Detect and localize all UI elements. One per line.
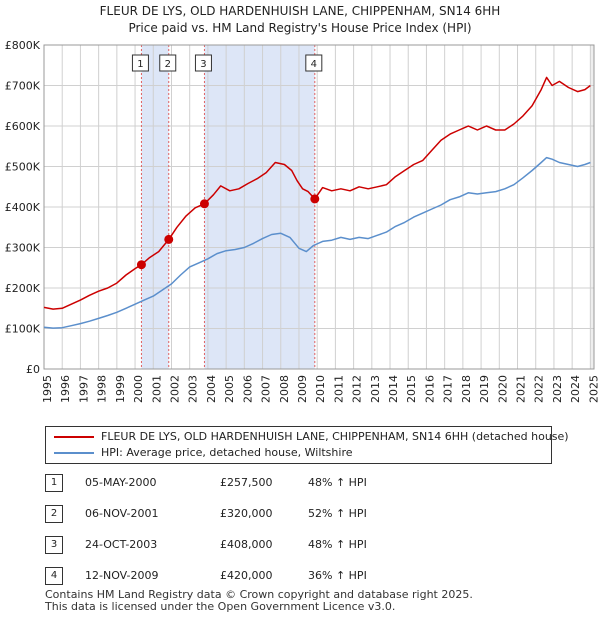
x-tick-label: 1999: [114, 375, 127, 403]
sale-row: 2 06-NOV-2001 £320,000 52% ↑ HPI: [45, 505, 425, 523]
sale-point: [164, 234, 174, 244]
x-tick-label: 2018: [460, 375, 473, 403]
y-tick-label: £300K: [5, 242, 41, 255]
x-tick-label: 2006: [241, 375, 254, 403]
x-tick-label: 2005: [223, 375, 236, 403]
x-tick-label: 2011: [332, 375, 345, 403]
x-tick-label: 2000: [132, 375, 145, 403]
x-tick-label: 1998: [96, 375, 109, 403]
y-tick-label: £500K: [5, 161, 41, 174]
sale-label-box: [159, 54, 177, 72]
sale-hpi-change: 36% ↑ HPI: [308, 569, 367, 582]
x-tick-label: 1995: [41, 375, 54, 403]
sale-label-number: 3: [200, 59, 206, 70]
chart-axis-layer: 1995 1996 1997 1998 1999 2000 2001 2002 2003 2004…: [5, 39, 600, 403]
sale-label-number: 4: [311, 59, 317, 70]
sale-row: 1 05-MAY-2000 £257,500 48% ↑ HPI: [45, 474, 425, 492]
sale-label-box: [131, 54, 149, 72]
x-tick-label: 2007: [260, 375, 273, 403]
footer-line1: Contains HM Land Registry data © Crown c…: [45, 588, 473, 601]
x-tick-label: 2012: [351, 375, 364, 403]
sale-date: 24-OCT-2003: [85, 538, 158, 551]
y-tick-label: £200K: [5, 282, 41, 295]
sale-row: 3 24-OCT-2003 £408,000 48% ↑ HPI: [45, 536, 425, 554]
x-tick-label: 2014: [387, 375, 400, 403]
sale-date: 12-NOV-2009: [85, 569, 159, 582]
sale-number-badge: 2: [45, 505, 63, 523]
x-tick-label: 2008: [278, 375, 291, 403]
y-tick-label: £0: [26, 363, 40, 376]
legend-label-hpi: HPI: Average price, detached house, Wilt…: [101, 446, 353, 459]
y-tick-label: £400K: [5, 201, 41, 214]
chart-title: FLEUR DE LYS, OLD HARDENHUISH LANE, CHIP…: [0, 3, 600, 37]
x-tick-label: 1997: [77, 375, 90, 403]
sale-number-badge: 4: [45, 567, 63, 585]
legend-label-property: FLEUR DE LYS, OLD HARDENHUISH LANE, CHIP…: [101, 430, 569, 443]
chart-title-line1: FLEUR DE LYS, OLD HARDENHUISH LANE, CHIP…: [99, 4, 501, 18]
x-tick-label: 2023: [551, 375, 564, 403]
legend-swatch-property: [54, 436, 94, 438]
y-tick-label: £700K: [5, 80, 41, 93]
x-tick-label: 2001: [150, 375, 163, 403]
legend: FLEUR DE LYS, OLD HARDENHUISH LANE, CHIP…: [45, 426, 569, 464]
chart-title-line2: Price paid vs. HM Land Registry's House …: [128, 21, 472, 35]
x-tick-label: 1996: [59, 375, 72, 403]
sale-label-box: [305, 54, 323, 72]
x-tick-label: 2013: [369, 375, 382, 403]
x-tick-label: 2022: [533, 375, 546, 403]
y-tick-label: £100K: [5, 323, 41, 336]
x-tick-label: 2020: [496, 375, 509, 403]
sale-price: £320,000: [220, 507, 273, 520]
sale-hpi-change: 48% ↑ HPI: [308, 538, 367, 551]
sale-date: 06-NOV-2001: [85, 507, 159, 520]
sale-hpi-change: 48% ↑ HPI: [308, 476, 367, 489]
sale-price: £257,500: [220, 476, 273, 489]
x-tick-label: 2025: [587, 375, 600, 403]
x-tick-label: 2010: [314, 375, 327, 403]
x-tick-label: 2017: [442, 375, 455, 403]
x-tick-label: 2021: [515, 375, 528, 403]
sale-label-number: 1: [137, 59, 143, 70]
x-tick-label: 2019: [478, 375, 491, 403]
x-tick-label: 2004: [205, 375, 218, 403]
plot-frame: [43, 44, 595, 370]
sale-price: £420,000: [220, 569, 273, 582]
y-tick-label: £800K: [5, 39, 41, 52]
sale-number-badge: 3: [45, 536, 63, 554]
sale-point: [310, 194, 320, 204]
sale-row: 4 12-NOV-2009 £420,000 36% ↑ HPI: [45, 567, 425, 585]
series-line-hpi: [43, 156, 591, 329]
sale-label-box: [194, 54, 212, 72]
x-tick-label: 2002: [168, 375, 181, 403]
x-tick-label: 2016: [423, 375, 436, 403]
sale-price: £408,000: [220, 538, 273, 551]
footer-line2: This data is licensed under the Open Gov…: [45, 600, 396, 613]
sale-date: 05-MAY-2000: [85, 476, 157, 489]
chart-marker-layer: 1 2 3 4: [131, 54, 323, 270]
x-tick-label: 2024: [569, 375, 582, 403]
sale-number-badge: 1: [45, 474, 63, 492]
x-tick-label: 2009: [296, 375, 309, 403]
sale-point: [136, 260, 146, 270]
legend-swatch-hpi: [54, 452, 94, 454]
sale-point: [199, 199, 209, 209]
y-tick-label: £600K: [5, 120, 41, 133]
x-tick-label: 2015: [405, 375, 418, 403]
sale-label-number: 2: [165, 59, 171, 70]
footer-attribution: Contains HM Land Registry data © Crown c…: [45, 589, 473, 613]
sale-hpi-change: 52% ↑ HPI: [308, 507, 367, 520]
price-chart: 1995 1996 1997 1998 1999 2000 2001 2002 2003 2004…: [5, 39, 600, 403]
x-tick-label: 2003: [187, 375, 200, 403]
